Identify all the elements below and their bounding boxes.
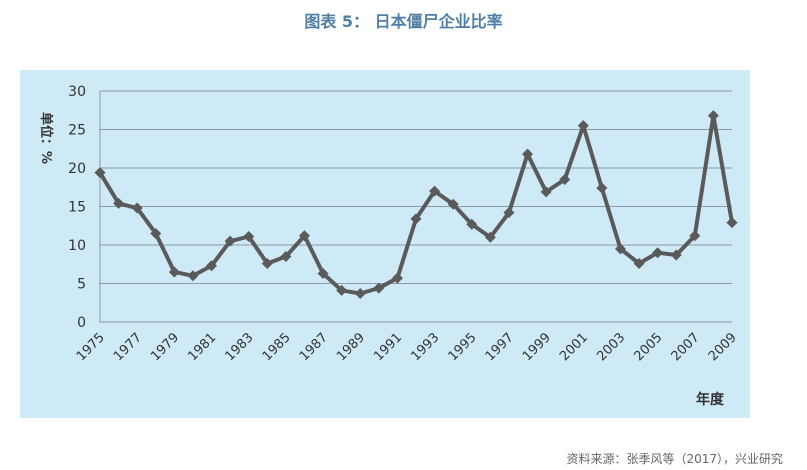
x-tick-label: 2003 xyxy=(594,330,628,364)
x-tick-label: 1995 xyxy=(446,330,480,364)
chart-title: 图表 5： 日本僵尸企业比率 xyxy=(304,12,503,31)
y-tick-label: 20 xyxy=(68,161,86,177)
source-note: 资料来源：张季风等（2017），兴业研究 xyxy=(566,452,783,466)
y-tick-label: 10 xyxy=(68,238,86,254)
x-tick-label: 1977 xyxy=(111,330,145,364)
grid-lines xyxy=(100,90,732,323)
data-point-marker xyxy=(224,235,236,247)
data-point-marker xyxy=(317,267,329,279)
y-tick-label: 30 xyxy=(68,84,86,100)
data-point-marker xyxy=(243,231,255,243)
data-point-marker xyxy=(522,148,534,160)
data-point-marker xyxy=(429,185,441,197)
x-tick-label: 2001 xyxy=(557,330,591,364)
x-tick-label: 1993 xyxy=(408,330,442,364)
data-point-marker xyxy=(652,247,664,259)
data-point-marker xyxy=(633,257,645,269)
x-tick-label: 1999 xyxy=(520,330,554,364)
x-tick-label: 1983 xyxy=(223,330,257,364)
y-tick-labels: 0 5 10 15 20 25 30 xyxy=(68,84,86,331)
data-point-marker xyxy=(206,260,218,272)
x-tick-label: 1987 xyxy=(297,330,331,364)
data-point-marker xyxy=(689,230,701,242)
data-point-marker xyxy=(261,257,273,269)
data-point-marker xyxy=(354,288,366,300)
y-tick-label: 0 xyxy=(77,315,86,331)
data-point-marker xyxy=(410,213,422,225)
y-tick-label: 5 xyxy=(77,277,86,293)
x-tick-label: 1981 xyxy=(185,330,219,364)
data-point-marker xyxy=(503,207,515,219)
data-point-marker xyxy=(466,218,478,230)
data-point-marker xyxy=(614,243,626,255)
y-tick-label: 15 xyxy=(68,200,86,216)
chart-panel: 0 5 10 15 20 25 30 1975 1977 1979 1981 1983 1985 198… xyxy=(20,70,750,418)
data-point-marker xyxy=(726,217,738,229)
data-point-marker xyxy=(373,282,385,294)
y-axis-label: 单位：% xyxy=(38,112,54,164)
data-point-marker xyxy=(391,272,403,284)
data-point-marker xyxy=(559,174,571,186)
data-point-marker xyxy=(484,231,496,243)
x-axis-label: 年度 xyxy=(696,391,725,408)
data-point-marker xyxy=(596,182,608,194)
data-point-marker xyxy=(670,249,682,261)
x-tick-label: 1989 xyxy=(334,330,368,364)
y-tick-label: 25 xyxy=(68,123,86,139)
x-tick-labels: 1975 1977 1979 1981 1983 1985 1987 1989 1991 1993… xyxy=(74,330,740,364)
x-tick-label: 1985 xyxy=(260,330,294,364)
data-point-marker xyxy=(168,266,180,278)
data-point-marker xyxy=(298,230,310,242)
data-point-marker xyxy=(447,198,459,210)
data-point-marker xyxy=(94,167,106,179)
data-point-marker xyxy=(150,227,162,239)
data-point-marker xyxy=(707,110,719,122)
data-markers xyxy=(94,110,738,300)
data-point-marker xyxy=(540,186,552,198)
x-tick-label: 2005 xyxy=(631,330,665,364)
data-point-marker xyxy=(113,197,125,209)
x-tick-label: 2007 xyxy=(669,330,703,364)
data-point-marker xyxy=(187,270,199,282)
x-tick-label: 2009 xyxy=(706,330,740,364)
x-tick-label: 1991 xyxy=(371,330,405,364)
data-point-marker xyxy=(131,202,143,214)
data-point-marker xyxy=(336,284,348,296)
data-point-marker xyxy=(280,251,292,263)
data-point-marker xyxy=(577,120,589,132)
x-tick-label: 1975 xyxy=(74,330,108,364)
x-tick-label: 1997 xyxy=(483,330,517,364)
x-tick-label: 1979 xyxy=(148,330,182,364)
